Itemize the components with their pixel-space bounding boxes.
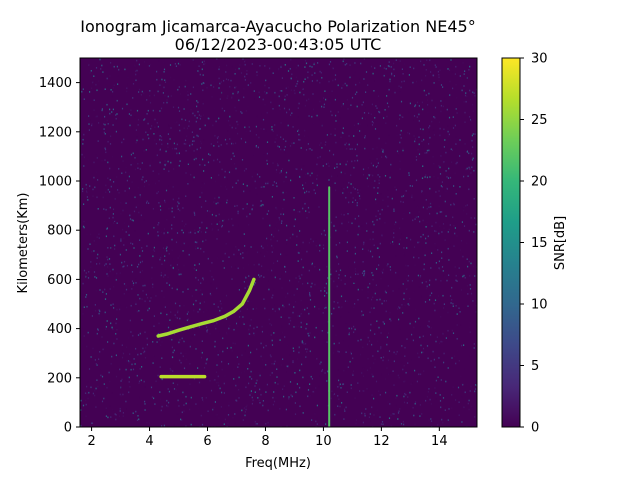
colorbar-tick-label: 30 [531,52,548,67]
colorbar-label: SNR[dB] [553,216,568,270]
y-tick-label: 1200 [39,125,72,140]
colorbar-tick-label: 25 [531,113,548,128]
colorbar-tick-label: 15 [531,236,548,251]
colorbar-tick-label: 20 [531,175,548,190]
y-tick-label: 800 [47,224,72,239]
x-tick-label: 12 [373,434,390,449]
colorbar-gradient [501,57,521,428]
colorbar-tick-label: 5 [531,359,539,374]
noise-texture [80,58,477,427]
y-axis: 0 200 400 600 800 1000 1200 1400 [39,76,80,436]
y-axis-label: Kilometers(Km) [16,193,31,294]
chart-subtitle: 06/12/2023-00:43:05 UTC [175,35,382,54]
x-tick-label: 2 [87,434,95,449]
x-tick-label: 10 [315,434,332,449]
y-tick-label: 600 [47,273,72,288]
y-tick-label: 0 [64,421,72,436]
colorbar-tick-label: 0 [531,421,539,436]
y-tick-label: 200 [47,371,72,386]
y-tick-label: 400 [47,322,72,337]
x-tick-label: 4 [145,434,153,449]
y-tick-label: 1400 [39,76,72,91]
trace-f-layer-echo [156,277,256,338]
x-tick-label: 6 [203,434,211,449]
colorbar-tick-label: 10 [531,298,548,313]
plot-area [79,57,478,428]
x-axis-label: Freq(MHz) [245,456,311,471]
x-axis: 2 4 6 8 10 12 14 [87,427,448,449]
x-tick-label: 14 [431,434,448,449]
chart-title: Ionogram Jicamarca-Ayacucho Polarization… [80,17,475,36]
y-tick-label: 1000 [39,175,72,190]
x-tick-label: 8 [261,434,269,449]
plot-background [80,58,477,427]
plot-frame [79,57,478,428]
colorbar: 0 5 10 15 20 25 30 [501,52,548,436]
